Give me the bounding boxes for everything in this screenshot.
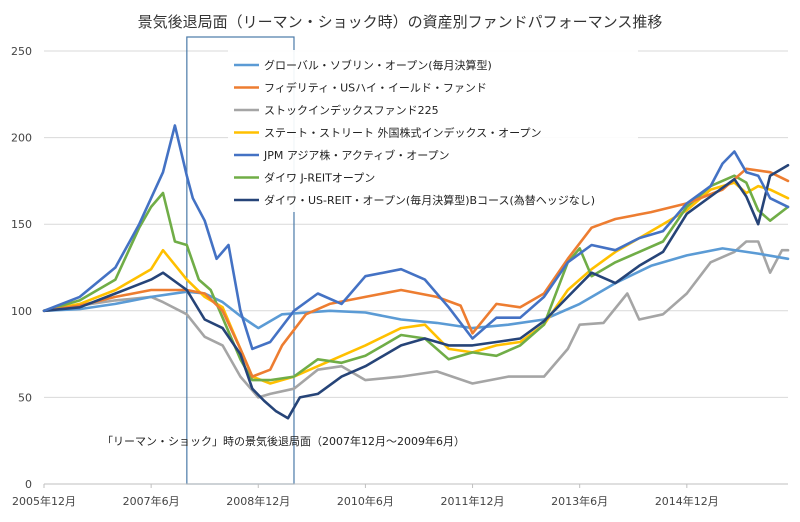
series-line-7 [42, 164, 790, 420]
y-tick-label: 100 [11, 305, 32, 318]
legend-entry: ダイワ J-REITオープン [264, 171, 375, 185]
legend-entry: グローバル・ソブリン・オープン(毎月決算型) [264, 58, 492, 72]
y-tick-label: 250 [11, 45, 32, 58]
legend-entry: JPM アジア株・アクティブ・オープン [263, 148, 450, 162]
legend-entry: フィデリティ・USハイ・イールド・ファンド [264, 81, 487, 95]
series-line-1 [42, 247, 790, 330]
x-tick-label: 2005年12月 [12, 494, 76, 508]
y-tick-label: 200 [11, 132, 32, 145]
series-lines [42, 124, 790, 420]
x-tick-label: 2007年6月 [123, 494, 180, 508]
x-tick-label: 2010年6月 [337, 494, 394, 508]
legend-entry: ステート・ストリート 外国株式インデックス・オープン [264, 126, 542, 140]
legend-entry: ストックインデックスファンド225 [264, 103, 439, 117]
y-tick-label: 150 [11, 218, 32, 231]
series-line-3 [42, 240, 790, 399]
series-line-5 [42, 124, 790, 351]
y-tick-label: 50 [18, 391, 32, 404]
y-tick-label: 0 [25, 478, 32, 491]
x-tick-label: 2011年12月 [441, 494, 505, 508]
highlight-region-label: 「リーマン・ショック」時の景気後退局面（2007年12月～2009年6月） [102, 434, 465, 448]
chart-title: 景気後退局面（リーマン・ショック時）の資産別ファンドパフォーマンス推移 [138, 13, 663, 31]
series-line-2 [42, 167, 790, 378]
legend: グローバル・ソブリン・オープン(毎月決算型) フィデリティ・USハイ・イールド・フ… [228, 50, 638, 212]
x-tick-label: 2008年12月 [226, 494, 290, 508]
axes: 0 50 100 150 200 250 2005年12月 2007年6月 2008年12月 20… [11, 45, 788, 508]
series-line-6 [42, 174, 790, 382]
x-tick-label: 2013年6月 [551, 494, 608, 508]
x-tick-label: 2014年12月 [655, 494, 719, 508]
legend-background [228, 50, 638, 212]
legend-entry: ダイワ・US-REIT・オープン(毎月決算型)Bコース(為替ヘッジなし) [264, 193, 595, 207]
